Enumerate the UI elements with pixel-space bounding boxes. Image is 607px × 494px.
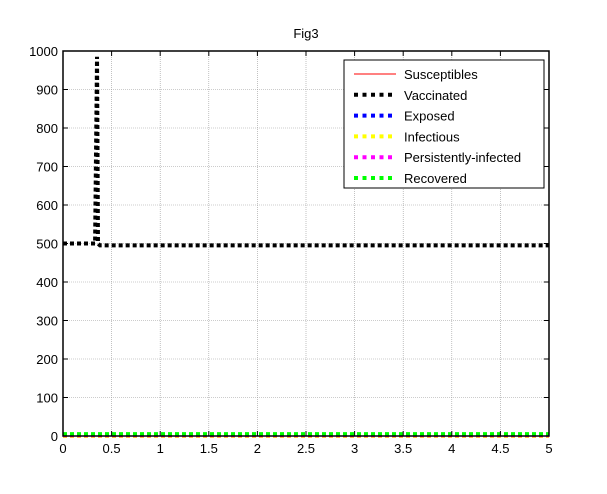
legend-label: Vaccinated (404, 88, 467, 103)
y-tick-label: 700 (36, 160, 58, 175)
x-tick-label: 0 (59, 441, 66, 456)
y-tick-label: 900 (36, 83, 58, 98)
chart-title: Fig3 (293, 26, 318, 41)
x-tick-label: 3.5 (394, 441, 412, 456)
legend: Susceptibles Vaccinated Exposed Infectious P… (343, 59, 545, 189)
x-tick-label: 4 (448, 441, 455, 456)
x-tick-label: 5 (545, 441, 552, 456)
y-tick-label: 600 (36, 198, 58, 213)
x-tick-label: 1.5 (200, 441, 218, 456)
x-tick-label: 1 (157, 441, 164, 456)
series-line-vaccinated (63, 56, 549, 248)
legend-box (343, 59, 545, 189)
legend-label: Infectious (404, 129, 460, 144)
x-tick-label: 3 (351, 441, 358, 456)
legend-label: Persistently-infected (404, 150, 521, 165)
x-tick-label: 4.5 (491, 441, 509, 456)
y-tick-label: 500 (36, 237, 58, 252)
y-tick-label: 200 (36, 352, 58, 367)
y-tick-label: 800 (36, 121, 58, 136)
x-tick-label: 2.5 (297, 441, 315, 456)
x-tick-label: 2 (254, 441, 261, 456)
legend-label: Recovered (404, 171, 467, 186)
y-tick-label: 400 (36, 275, 58, 290)
y-tick-label: 300 (36, 314, 58, 329)
y-tick-label: 100 (36, 391, 58, 406)
y-tick-label: 0 (51, 429, 58, 444)
legend-label: Susceptibles (404, 67, 478, 82)
tick-labels: 0 0.5 1 1.5 2 2.5 3 3.5 4 4.5 5 0 100 200 300 400 500 600… (29, 44, 553, 456)
x-tick-label: 0.5 (103, 441, 121, 456)
legend-label: Exposed (404, 109, 455, 124)
y-tick-label: 1000 (29, 44, 58, 59)
